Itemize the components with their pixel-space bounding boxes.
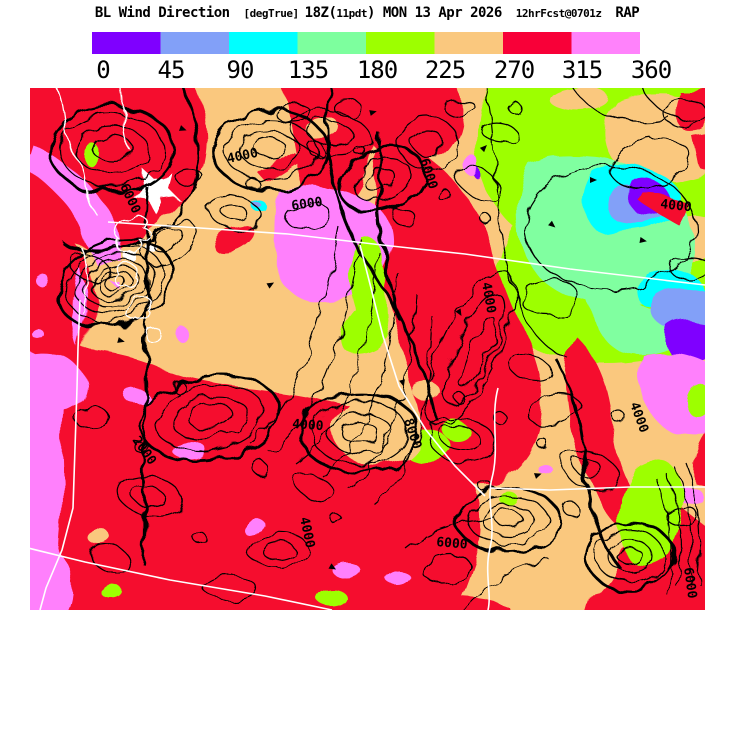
contour-label: 4000: [296, 516, 317, 550]
title-valid-date: ) MON 13 Apr 2026: [367, 5, 502, 21]
contour-label: 6000: [436, 535, 469, 553]
map-canvas: 4000 6000 4000 4000 4000 2000 4000 6000 …: [30, 88, 705, 610]
arrow-marks: [117, 110, 647, 570]
colorbar-segment: [229, 32, 298, 54]
colorbar-segment: [434, 32, 503, 54]
colorbar: [92, 32, 640, 54]
colorbar-tick: 45: [157, 56, 186, 84]
contour-label: 4000: [660, 197, 693, 215]
contour-label: 4000: [478, 281, 498, 315]
colorbar-tick: 0: [96, 56, 110, 84]
colorbar-tick: 315: [561, 56, 603, 84]
contour-lines: [59, 88, 705, 610]
contour-label: 4000: [226, 146, 260, 167]
colorbar-tick: 135: [287, 56, 329, 84]
title-field: BL Wind Direction: [94, 5, 230, 21]
contour-label: 6000: [290, 195, 323, 214]
title-valid-hour: 18Z(: [304, 5, 337, 21]
colorbar-tick: 180: [356, 56, 398, 84]
state-borders: [30, 221, 705, 610]
contour-label: 4000: [292, 417, 324, 434]
title-model: RAP: [615, 5, 640, 21]
title-local-time: 11pdt: [336, 7, 367, 20]
colorbar-tick: 90: [226, 56, 255, 84]
colorbar-tick: 360: [630, 56, 672, 84]
colorbar-segment: [160, 32, 229, 54]
colorbar-tick: 270: [493, 56, 535, 84]
colorbar-segment: [366, 32, 435, 54]
colorbar-segment: [297, 32, 366, 54]
colorbar-segment: [503, 32, 572, 54]
coastline-lakes: [56, 88, 161, 341]
colorbar-tick: 225: [424, 56, 466, 84]
title-units: [degTrue]: [243, 7, 300, 20]
colorbar-segment: [92, 32, 161, 54]
title-forecast-info: 12hrFcst@0701z: [515, 7, 602, 20]
contour-label: 6000: [680, 566, 699, 599]
page-title: BL Wind Direction [degTrue] 18Z(11pdt) MO…: [0, 5, 734, 21]
colorbar-segment: [571, 32, 640, 54]
